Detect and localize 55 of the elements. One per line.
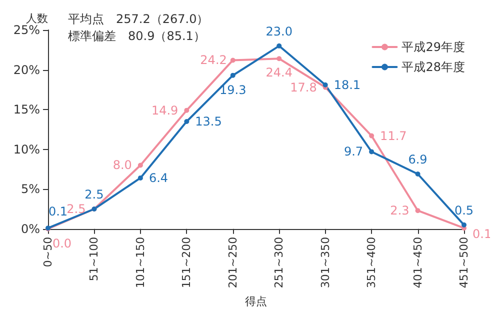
- y-tick-label: 10%: [13, 142, 40, 156]
- point: [230, 58, 236, 63]
- data-label: 0.0: [52, 236, 72, 250]
- point: [230, 72, 236, 78]
- data-label: 8.0: [112, 158, 132, 172]
- data-label: 0.1: [48, 204, 68, 219]
- data-label: 6.4: [148, 170, 168, 185]
- data-label: 2.5: [66, 202, 86, 216]
- y-tick-label: 25%: [13, 23, 40, 37]
- annotation: 24.4: [266, 66, 292, 80]
- x-tick-label: 251~300: [272, 236, 286, 288]
- data-label: 9.7: [344, 144, 364, 159]
- y-tick-label: 20%: [13, 62, 40, 77]
- x-tick-label: 51~100: [88, 236, 101, 282]
- text: 平均点 257.2（267.0）: [68, 12, 209, 26]
- data-label: 19.3: [220, 82, 246, 97]
- y-tick-label: 15%: [13, 102, 40, 117]
- point: [369, 133, 374, 138]
- y-axis-title: 人数: [26, 12, 48, 25]
- data-label: 23.0: [266, 24, 292, 38]
- point: [415, 208, 420, 214]
- data-label: 17.8: [290, 80, 317, 94]
- x-tick-label: 101~150: [134, 236, 147, 288]
- point: [138, 175, 143, 180]
- data-label: 6.9: [408, 152, 428, 166]
- x-tick-label: 351~400: [365, 236, 378, 288]
- data-label: 2.3: [390, 204, 410, 218]
- point: [369, 149, 374, 154]
- x-tick-label: 0~50: [42, 236, 54, 268]
- legend-label: 平成29年度: [402, 40, 466, 54]
- y-tick-label: 5%: [20, 182, 40, 196]
- data-label: 13.5: [195, 114, 222, 128]
- point: [138, 162, 143, 168]
- point: [184, 118, 190, 124]
- point: [462, 222, 466, 228]
- data-label: 18.1: [334, 78, 361, 92]
- point: [415, 172, 420, 176]
- data-label: 2.5: [84, 188, 104, 202]
- x-tick-label: 201~250: [226, 236, 240, 288]
- x-tick-label: 301~350: [318, 236, 332, 288]
- data-label: 0.5: [454, 203, 474, 218]
- x-tick-label: 401~450: [411, 236, 424, 288]
- x-axis-title: 得点: [245, 295, 267, 308]
- point: [276, 56, 282, 62]
- annotation: 24.2: [200, 53, 227, 68]
- x-tick-label: 451~500: [458, 236, 470, 288]
- point: [276, 43, 282, 48]
- y-tick-label: 0%: [20, 222, 40, 236]
- point: [184, 108, 190, 113]
- data-label: 11.7: [380, 128, 407, 143]
- x-tick-label: 151~200: [180, 236, 194, 288]
- legend-label: 平成28年度: [402, 60, 466, 74]
- annotation: 標準偏差 80.9（85.1）: [68, 29, 206, 43]
- data-label: 14.9: [151, 103, 178, 118]
- point: [322, 82, 328, 88]
